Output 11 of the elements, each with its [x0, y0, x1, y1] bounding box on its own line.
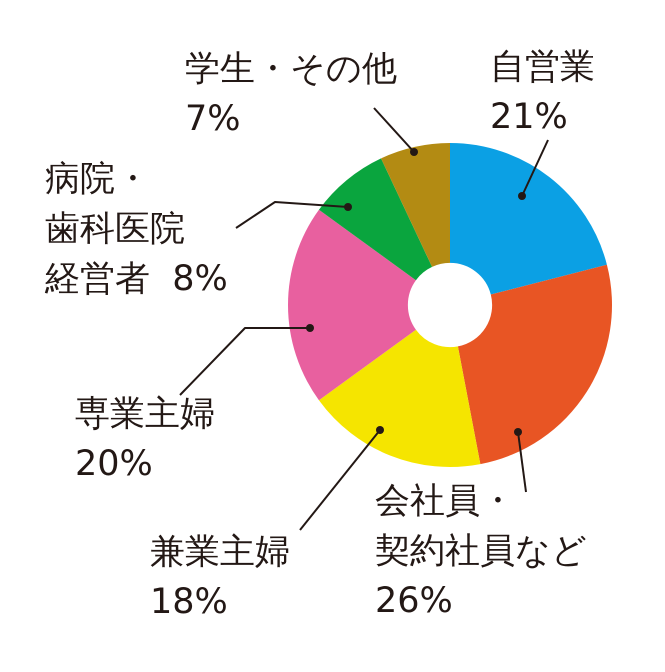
data-label: 18% — [150, 582, 228, 622]
data-label: 7% — [185, 99, 241, 139]
data-label: 21% — [490, 97, 568, 137]
slice-label: 学生・その他 — [185, 49, 397, 89]
slice-label: 兼業主婦 — [150, 532, 290, 572]
slice-label: 病院・歯科医院経営者 8% — [44, 159, 228, 299]
data-label: 20% — [75, 444, 153, 484]
slice-label: 会社員・契約社員など — [375, 481, 587, 571]
data-label: 26% — [375, 581, 453, 621]
slice-label: 専業主婦 — [75, 394, 215, 434]
slice-label: 自営業 — [490, 47, 595, 87]
